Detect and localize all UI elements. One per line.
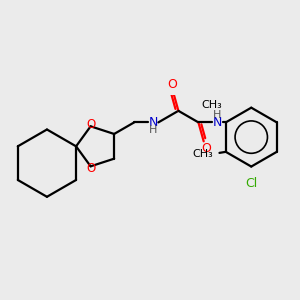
Text: CH₃: CH₃ — [192, 149, 213, 159]
Text: Cl: Cl — [245, 177, 257, 190]
Text: H: H — [213, 110, 221, 120]
Text: O: O — [201, 142, 211, 155]
Text: O: O — [86, 118, 95, 131]
Text: H: H — [149, 125, 157, 135]
Text: O: O — [86, 162, 95, 175]
Text: N: N — [213, 116, 222, 129]
Circle shape — [220, 90, 285, 155]
Text: N: N — [148, 116, 158, 129]
Text: CH₃: CH₃ — [202, 100, 223, 110]
Text: O: O — [167, 78, 177, 91]
Bar — [218, 88, 287, 157]
